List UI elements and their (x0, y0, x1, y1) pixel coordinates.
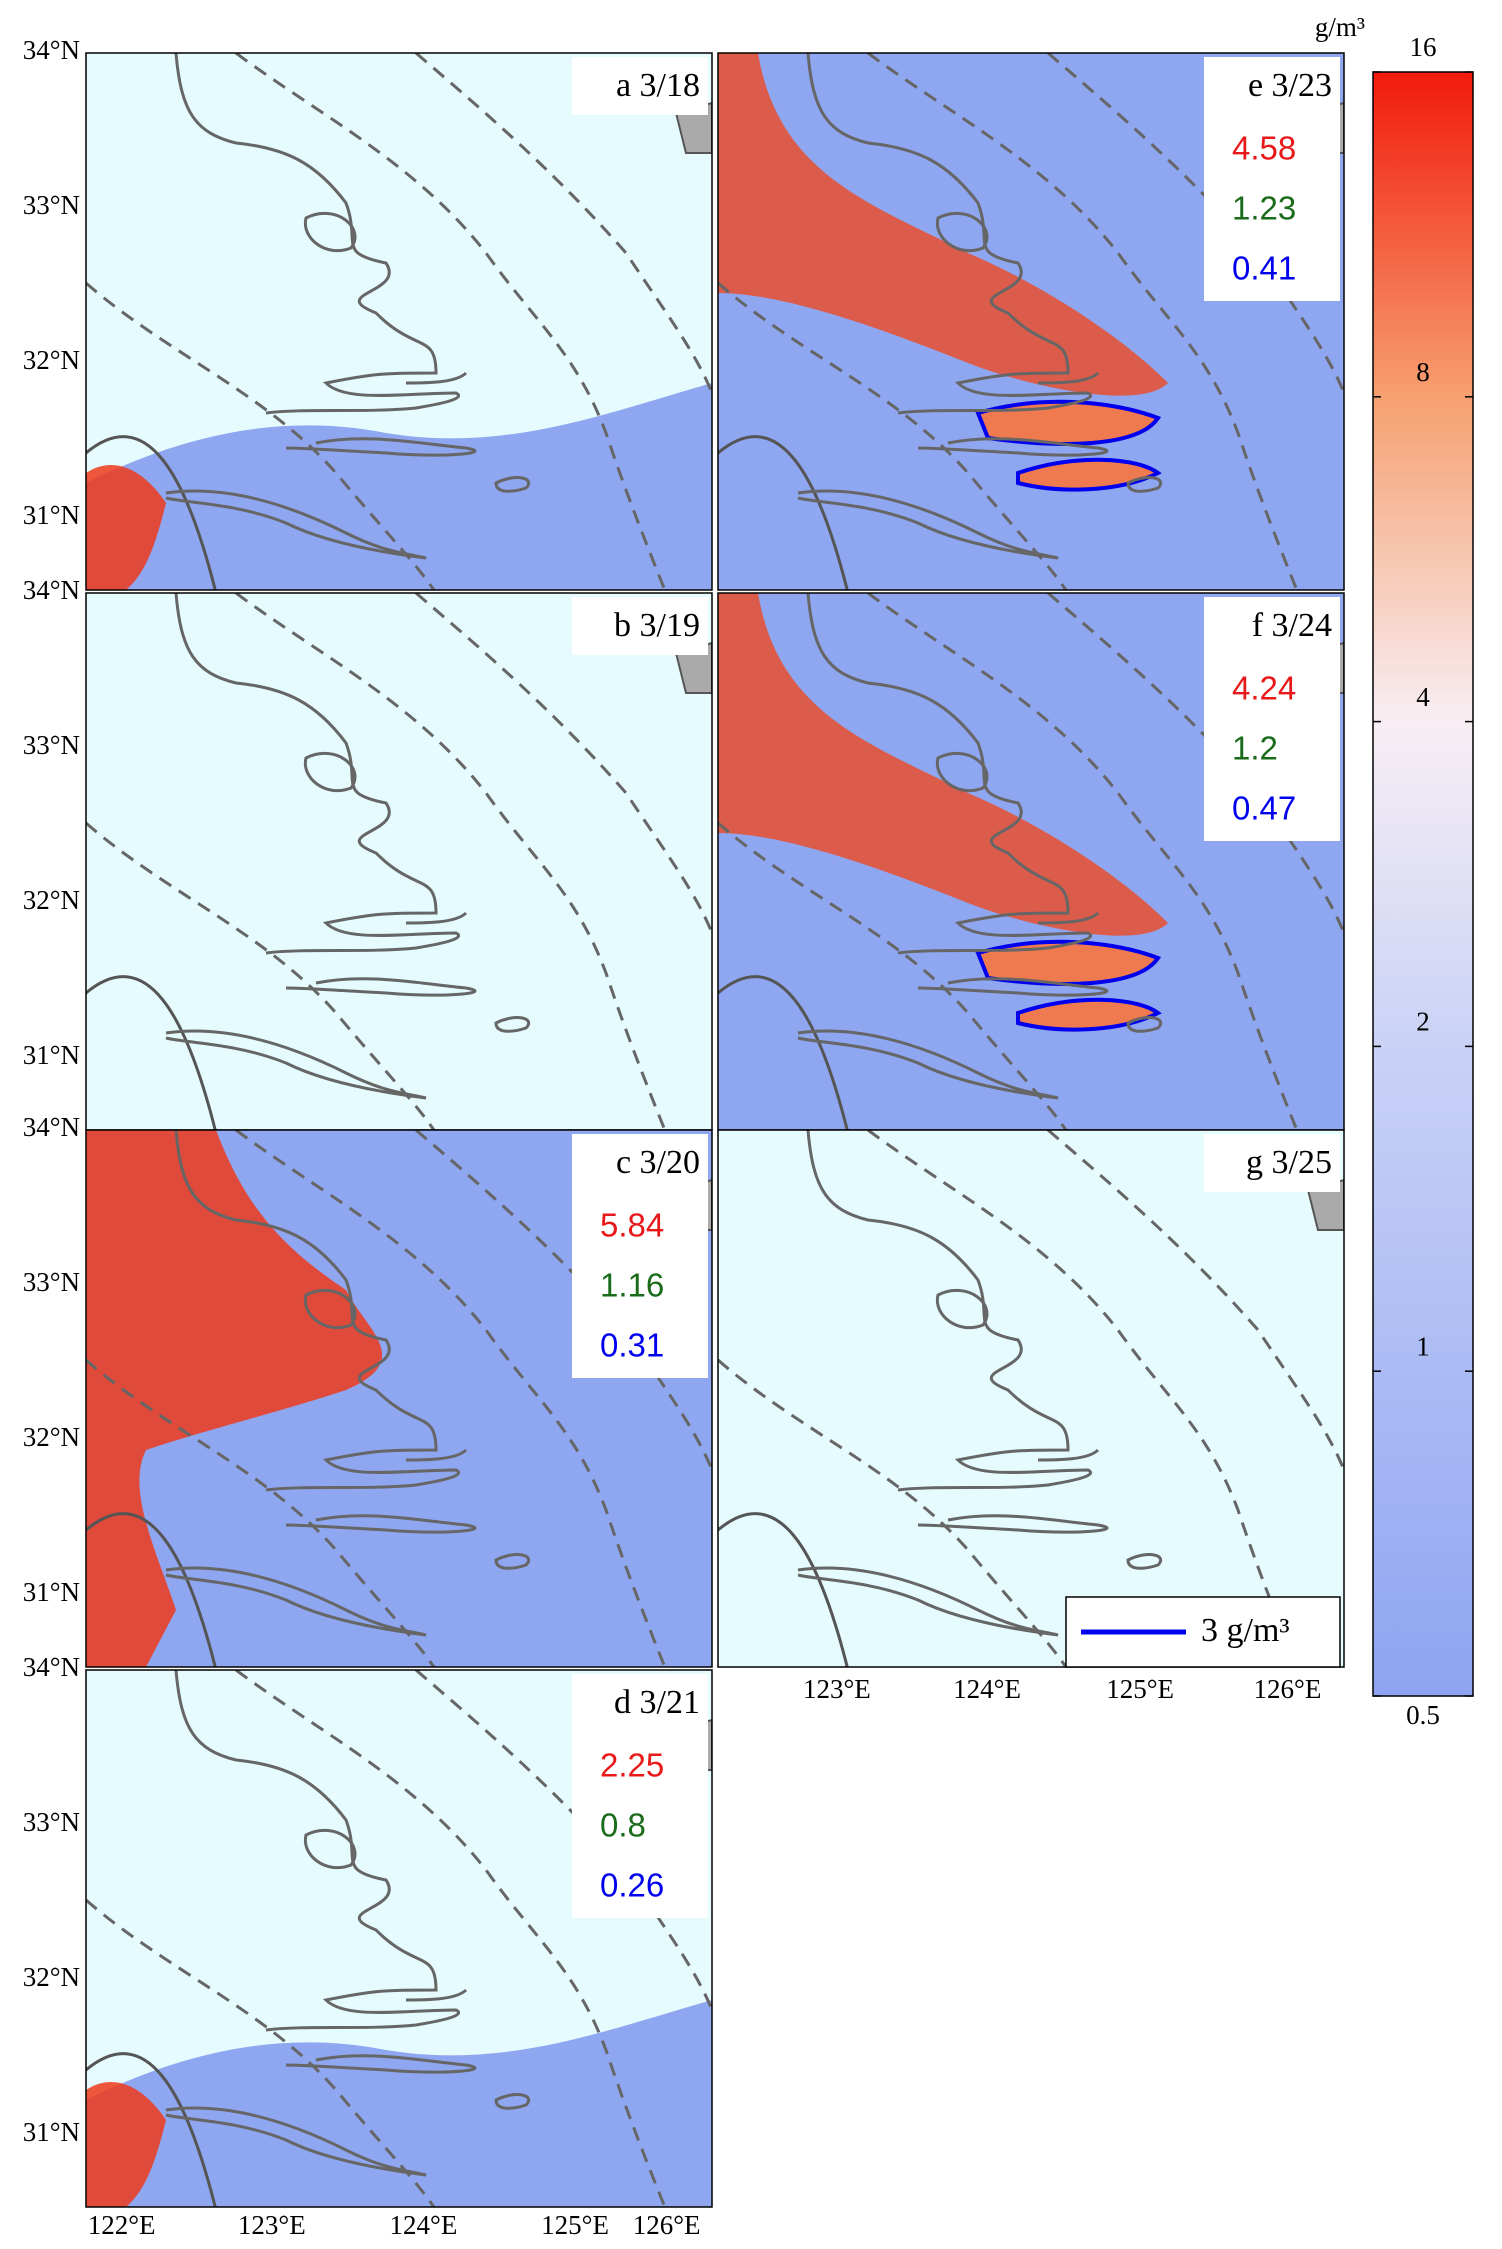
lon-label: 126°E (633, 2210, 701, 2240)
lon-label: 125°E (541, 2210, 609, 2240)
stat-value: 4.58 (1232, 130, 1296, 167)
colorbar-label: 16 (1410, 32, 1437, 62)
colorbar-unit: g/m³ (1315, 12, 1365, 42)
colorbar-label: 0.5 (1406, 1700, 1440, 1730)
colorbar (1372, 71, 1474, 1697)
label-box (1204, 597, 1340, 655)
lon-label: 125°E (1106, 1674, 1174, 1704)
map-panel: c 3/20 5.84 1.16 0.31 (85, 1129, 713, 1668)
panel-label: f 3/24 (1252, 607, 1332, 644)
stat-value: 5.84 (600, 1207, 664, 1244)
high-area (86, 2081, 166, 2207)
map-panel: g 3/25 (717, 1129, 1345, 1668)
lat-label: 33°N (23, 1267, 80, 1297)
map-panel: e 3/23 4.58 1.23 0.41 (717, 52, 1345, 591)
contour-3 (975, 399, 1162, 492)
lat-label: 32°N (23, 885, 80, 915)
lat-label: 34°N (23, 1112, 80, 1142)
stat-value: 4.24 (1232, 670, 1296, 707)
map-content (86, 53, 712, 590)
panel-frame (85, 1669, 713, 2208)
lat-label: 34°N (23, 1652, 80, 1682)
stat-value: 0.26 (600, 1867, 664, 1904)
panel-label: a 3/18 (616, 67, 700, 104)
label-box (572, 57, 708, 115)
map-content (718, 1130, 1344, 1667)
high-area (718, 53, 1168, 396)
lat-label: 34°N (23, 575, 80, 605)
panel-label: g 3/25 (1246, 1144, 1332, 1181)
panel-label: c 3/20 (616, 1144, 700, 1181)
colorbar-label: 2 (1416, 1007, 1430, 1037)
low-area (86, 383, 712, 590)
stat-value: 0.31 (600, 1327, 664, 1364)
lat-label: 31°N (23, 500, 80, 530)
lon-label: 123°E (803, 1674, 871, 1704)
map-content (86, 593, 712, 1130)
high-area (86, 464, 166, 590)
lon-label: 126°E (1254, 1674, 1322, 1704)
lat-label: 33°N (23, 730, 80, 760)
lat-label: 33°N (23, 190, 80, 220)
map-panel: f 3/24 4.24 1.2 0.47 (717, 592, 1345, 1131)
label-box (572, 1134, 708, 1192)
stat-value: 1.16 (600, 1267, 664, 1304)
colorbar-label: 1 (1416, 1331, 1430, 1361)
map-background (718, 1130, 1344, 1667)
stats-box (572, 1732, 708, 1918)
stat-value: 2.25 (600, 1747, 664, 1784)
map-panel: d 3/21 2.25 0.8 0.26 (85, 1669, 713, 2208)
lat-label: 32°N (23, 345, 80, 375)
lat-label: 34°N (23, 35, 80, 65)
lat-label: 32°N (23, 1422, 80, 1452)
stats-box (1204, 655, 1340, 841)
stat-value: 0.47 (1232, 790, 1296, 827)
stat-value: 0.41 (1232, 250, 1296, 287)
map-panel: a 3/18 (85, 52, 713, 591)
high-area (718, 593, 1168, 936)
lon-label: 124°E (953, 1674, 1021, 1704)
colorbar-label: 8 (1416, 357, 1430, 387)
colorbar-label: 4 (1416, 682, 1430, 712)
contour-3 (975, 939, 1162, 1032)
panel-frame (85, 1129, 713, 1668)
stats-box (572, 1192, 708, 1378)
lat-label: 31°N (23, 1040, 80, 1070)
legend-text: 3 g/m³ (1201, 1612, 1290, 1649)
lat-label: 31°N (23, 1577, 80, 1607)
panel-label: d 3/21 (614, 1684, 700, 1721)
lon-label: 124°E (390, 2210, 458, 2240)
map-background (86, 593, 712, 1130)
lat-label: 31°N (23, 2117, 80, 2147)
low-area (86, 2000, 712, 2207)
label-box (572, 1674, 708, 1732)
stat-value: 1.23 (1232, 190, 1296, 227)
lon-label: 123°E (238, 2210, 306, 2240)
panel-frame (717, 52, 1345, 591)
panel-frame (717, 1129, 1345, 1668)
panel-label: b 3/19 (614, 607, 700, 644)
label-box (572, 597, 708, 655)
panel-label: e 3/23 (1248, 67, 1332, 104)
map-panel: b 3/19 (85, 592, 713, 1131)
lon-label: 122°E (88, 2210, 156, 2240)
stat-value: 1.2 (1232, 730, 1278, 767)
lat-label: 32°N (23, 1962, 80, 1992)
map-content (86, 1130, 712, 1667)
stats-box (1204, 115, 1340, 301)
high-area (86, 1130, 383, 1667)
stat-value: 0.8 (600, 1807, 646, 1844)
panel-frame (85, 52, 713, 591)
lat-label: 33°N (23, 1807, 80, 1837)
label-box (1204, 57, 1340, 115)
label-box (1204, 1134, 1340, 1192)
